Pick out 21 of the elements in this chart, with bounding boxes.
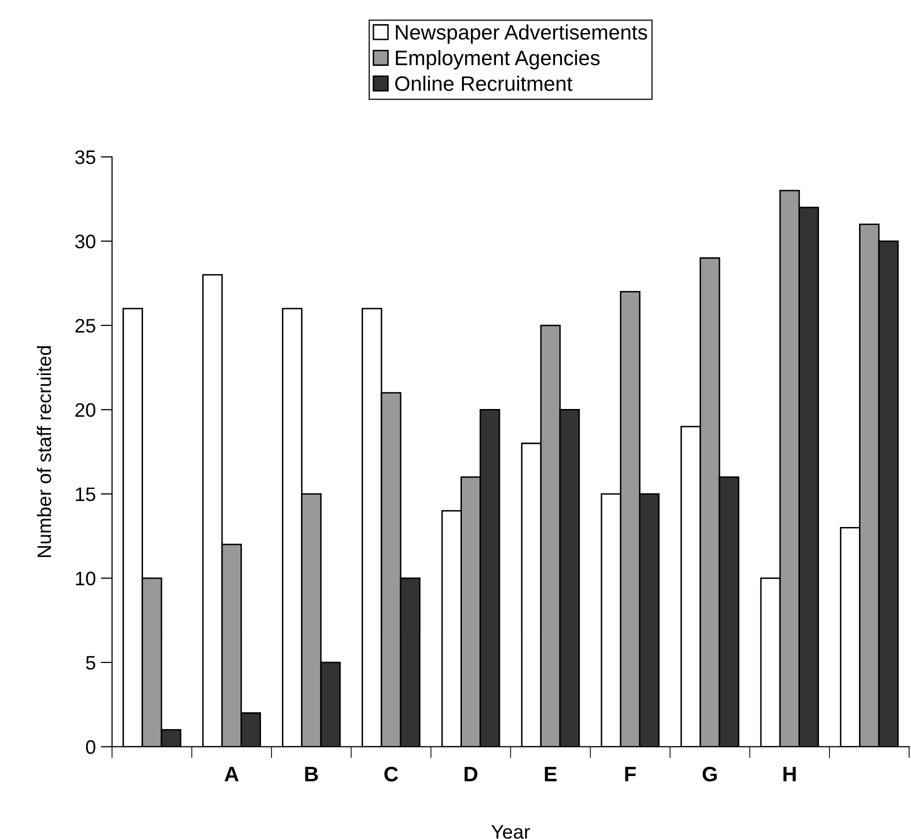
x-axis-title: Year [491, 825, 530, 839]
x-tick-label: G [702, 766, 717, 782]
y-axis-title: Number of staff recruited [36, 346, 52, 558]
x-tick-label: H [783, 766, 796, 782]
x-tick-label: E [544, 766, 557, 782]
x-tick-label: A [224, 766, 239, 782]
x-tick-label: C [384, 766, 398, 782]
legend-label: Employment Agencies [396, 50, 600, 70]
y-tick-label: 10 [76, 572, 96, 586]
y-tick-label: 0 [86, 740, 96, 754]
x-tick-label: B [305, 766, 318, 782]
y-tick-label: 5 [86, 656, 96, 670]
y-tick-label: 30 [75, 234, 96, 248]
y-tick-label: 15 [76, 488, 96, 502]
y-tick-label: 20 [75, 403, 96, 417]
x-tick-label: F [625, 766, 636, 782]
y-tick-label: 25 [75, 318, 96, 333]
legend-label: Newspaper Advertisements [396, 24, 648, 44]
x-tick-label: D [464, 766, 478, 782]
legend-label: Online Recruitment [395, 76, 572, 92]
y-tick-label: 35 [75, 150, 96, 164]
